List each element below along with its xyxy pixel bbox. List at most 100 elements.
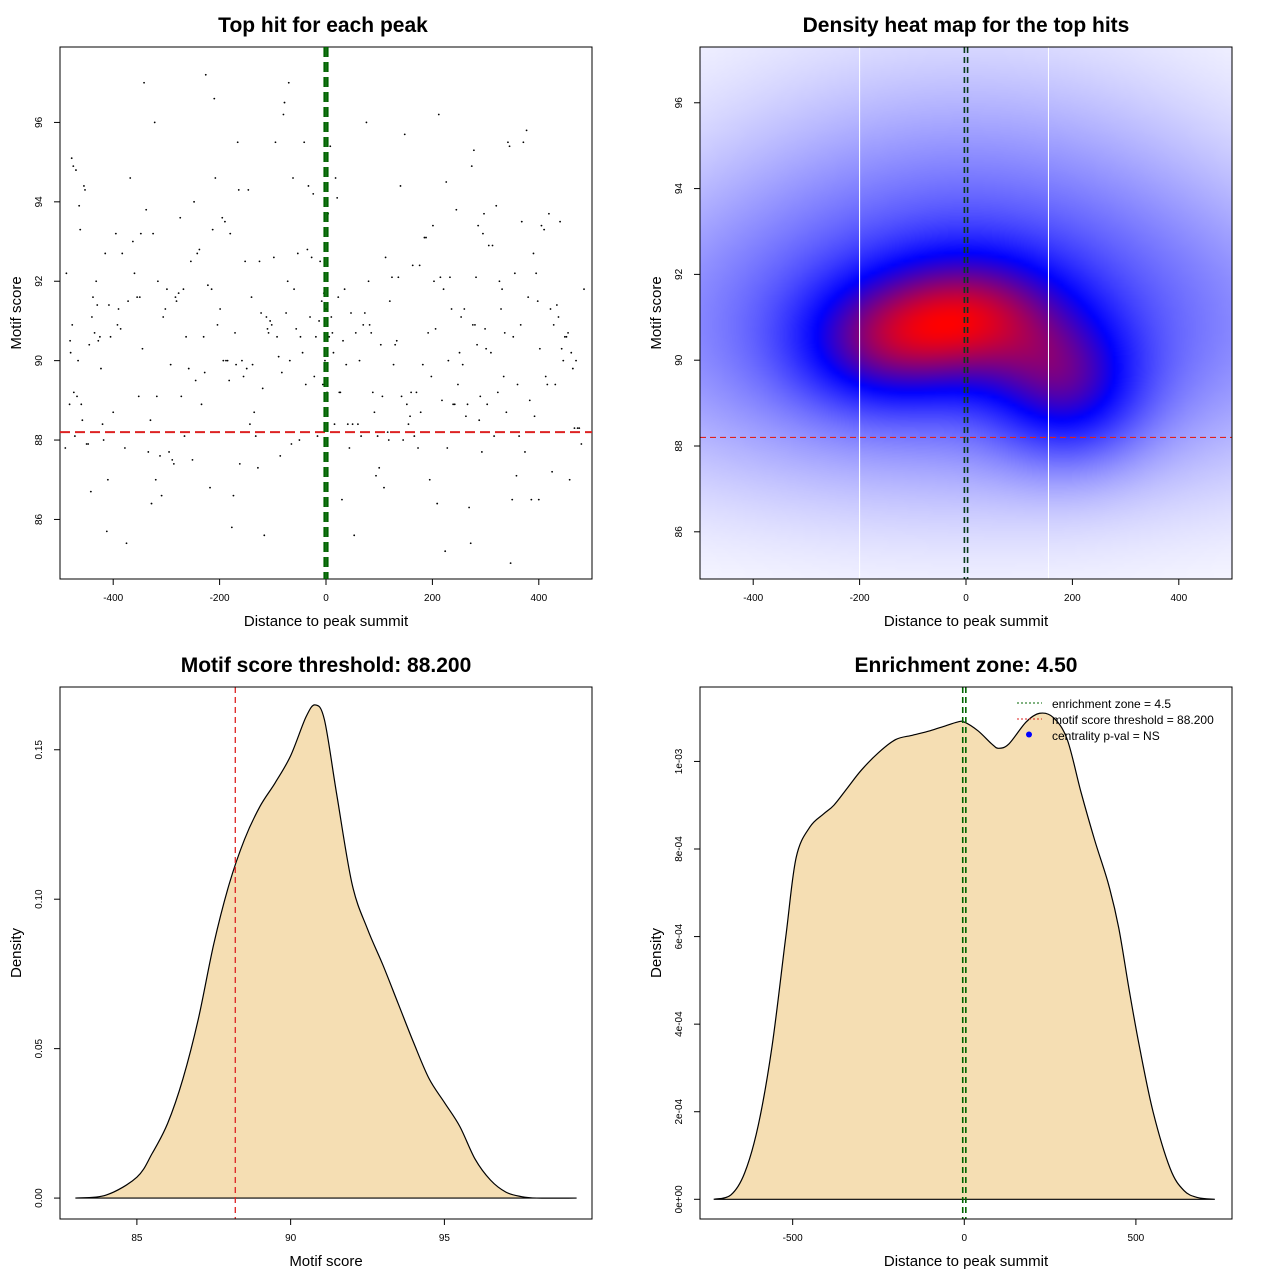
scatter-point — [149, 419, 152, 422]
scatter-point — [418, 264, 421, 267]
scatter-point — [491, 244, 494, 247]
scatter-point — [330, 316, 333, 318]
scatter-title: Top hit for each peak — [218, 14, 428, 37]
scatter-point — [395, 339, 398, 342]
scatter-points — [64, 73, 585, 565]
scatter-point — [76, 395, 78, 398]
panel-scatter: Top hit for each peak -400 -200 0 200 400 86 8… — [8, 14, 593, 630]
scatter-point — [78, 204, 81, 207]
scatter-point — [479, 395, 482, 398]
scatter-point — [154, 478, 157, 481]
scatter-point — [87, 443, 90, 445]
distance-density-area — [713, 712, 1215, 1200]
scatter-point — [509, 562, 512, 565]
scatter-point — [485, 347, 488, 350]
scatter-point — [461, 363, 464, 366]
scatter-point — [565, 335, 568, 338]
scatter-point — [230, 526, 233, 529]
scatter-point — [446, 447, 449, 449]
scatter-point — [512, 335, 515, 338]
scatter-point — [496, 391, 499, 394]
scatter-point — [175, 300, 178, 302]
scatter-point — [258, 260, 261, 263]
scatter-point — [309, 316, 311, 318]
scatter-point — [457, 383, 459, 386]
scatter-point — [540, 224, 543, 227]
scatter-point — [373, 411, 376, 414]
scatter-point — [265, 316, 268, 318]
scatter-point — [306, 248, 309, 251]
scatter-x-tick-label: 0 — [323, 593, 329, 604]
heatmap-x-tick-label: 0 — [963, 593, 969, 604]
scatter-point — [370, 331, 373, 334]
scatter-point — [310, 256, 313, 259]
scatter-point — [348, 447, 351, 449]
scatter-point — [580, 443, 583, 445]
scatter-point — [249, 423, 251, 426]
scatter-point — [116, 324, 119, 326]
scatter-point — [544, 375, 547, 378]
scatter-point — [573, 427, 576, 430]
scatter-point — [557, 316, 560, 318]
scatter-point — [263, 534, 266, 537]
scatter-point — [286, 280, 289, 283]
panel-score-density: Motif score threshold: 88.200 85 90 95 0.00… — [8, 654, 593, 1270]
scatter-point — [216, 324, 219, 326]
distance-density-x-tick-label: -500 — [783, 1233, 803, 1244]
scatter-point — [392, 363, 395, 366]
scatter-point — [484, 327, 486, 330]
scatter-point — [100, 367, 102, 370]
scatter-point — [219, 308, 222, 310]
score-density-plot-frame — [59, 686, 593, 1220]
score-density-x-tick-label: 90 — [285, 1233, 297, 1244]
scatter-point — [312, 192, 315, 195]
scatter-point — [468, 506, 471, 509]
scatter-point — [400, 395, 403, 398]
scatter-point — [537, 498, 540, 501]
scatter-point — [177, 292, 180, 295]
scatter-point — [279, 455, 282, 457]
scatter-y-tick-label: 86 — [34, 513, 45, 525]
scatter-point — [332, 351, 335, 354]
scatter-point — [503, 331, 506, 334]
heatmap-reference-lines — [700, 47, 1232, 579]
scatter-point — [475, 276, 477, 279]
scatter-point — [152, 232, 155, 235]
scatter-point — [522, 141, 525, 144]
scatter-point — [143, 81, 145, 84]
scatter-point — [179, 216, 182, 219]
scatter-point — [331, 331, 334, 334]
scatter-point — [237, 189, 240, 191]
scatter-axis-ticks: -400 -200 0 200 400 86 88 90 92 94 96 — [34, 116, 548, 604]
scatter-point — [505, 411, 508, 414]
scatter-point — [97, 339, 100, 342]
scatter-point — [290, 443, 293, 445]
score-density-y-label: Density — [8, 927, 25, 978]
heatmap-y-tick-label: 96 — [674, 97, 685, 109]
scatter-point — [571, 367, 574, 370]
scatter-point — [204, 73, 207, 76]
scatter-point — [324, 359, 326, 362]
scatter-point — [516, 383, 519, 386]
scatter-point — [191, 458, 194, 461]
scatter-point — [272, 256, 275, 259]
scatter-point — [343, 288, 346, 291]
scatter-point — [238, 462, 241, 465]
scatter-point — [84, 189, 86, 191]
scatter-point — [555, 304, 558, 306]
scatter-point — [532, 252, 535, 255]
heatmap-y-label: Motif score — [648, 276, 665, 349]
scatter-point — [321, 383, 324, 386]
scatter-point — [269, 320, 272, 322]
scatter-point — [333, 423, 336, 426]
scatter-point — [119, 327, 122, 330]
scatter-point — [427, 331, 430, 334]
distance-density-y-label: Density — [648, 927, 665, 978]
scatter-point — [328, 335, 331, 338]
scatter-point — [182, 288, 185, 291]
panel-heatmap: Density heat map for the top hits -400 -2… — [648, 14, 1233, 630]
scatter-point — [453, 403, 456, 406]
scatter-point — [472, 149, 475, 152]
scatter-point — [293, 288, 295, 291]
scatter-point — [298, 439, 301, 441]
